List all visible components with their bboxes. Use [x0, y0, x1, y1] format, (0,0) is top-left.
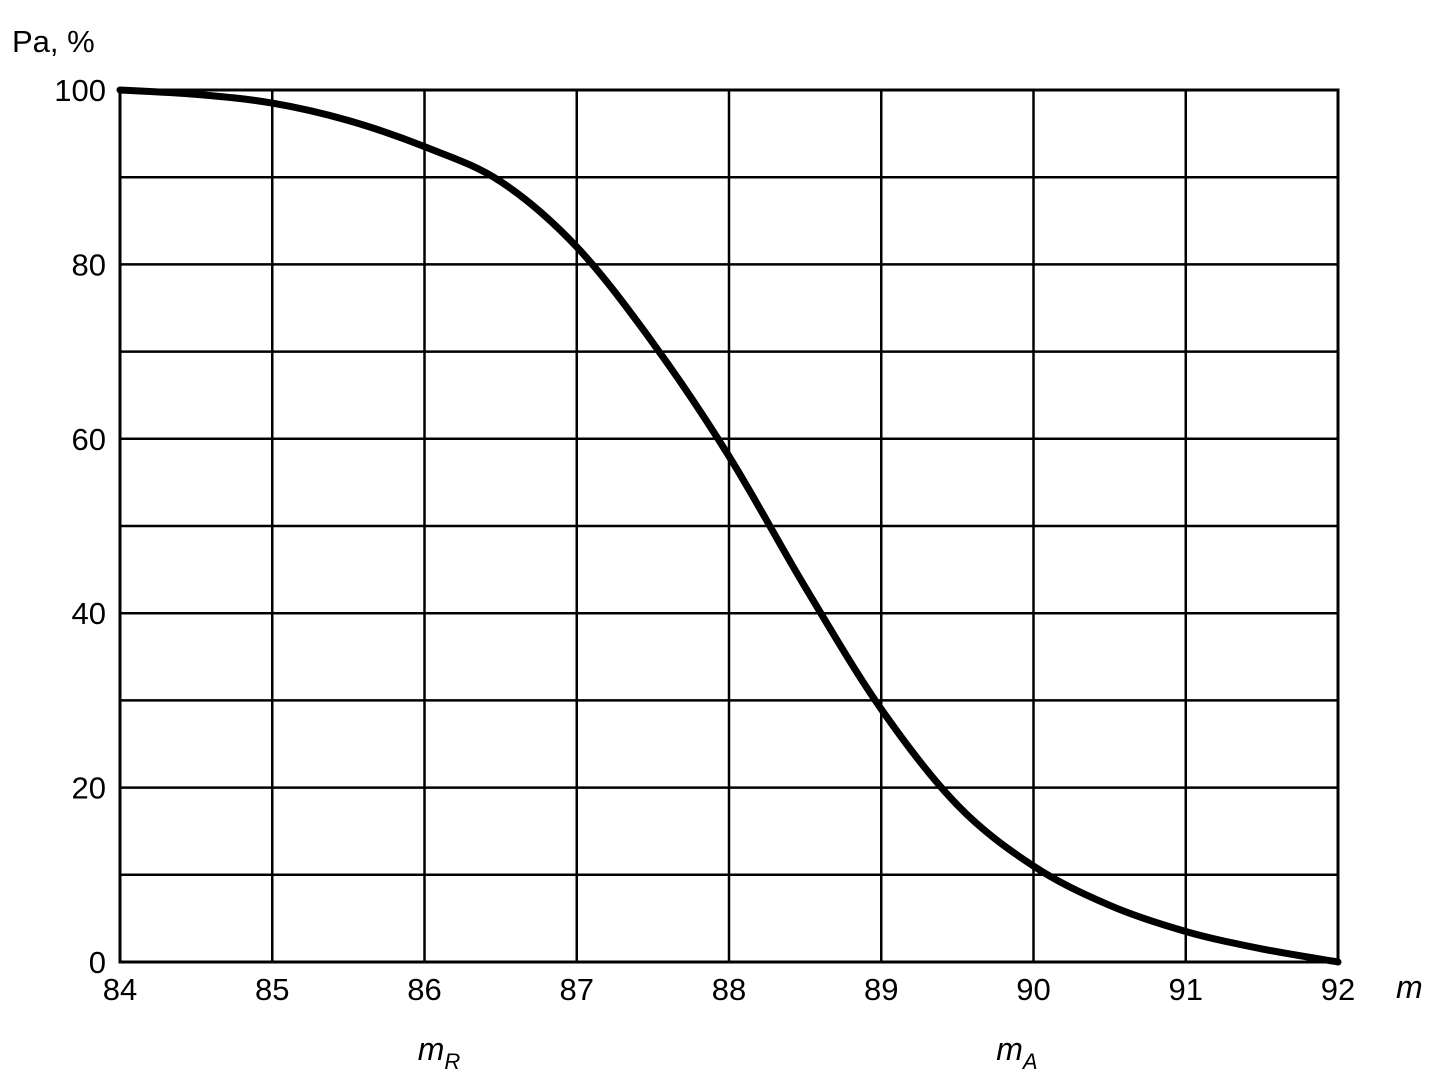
series-line — [116, 86, 1342, 966]
annotation-markers: mR mA — [418, 1031, 1038, 1074]
x-tick-labels: 84 85 86 87 88 89 90 91 92 — [103, 972, 1355, 1007]
y-tick-label: 80 — [72, 247, 106, 282]
x-tick-label: 91 — [1169, 972, 1203, 1007]
annotation-label: mR — [418, 1031, 461, 1074]
y-tick-label: 0 — [89, 945, 106, 980]
annotation-label: mA — [996, 1031, 1037, 1074]
plot-frame — [118, 88, 1340, 964]
x-tick-label: 92 — [1321, 972, 1355, 1007]
x-tick-label: 86 — [407, 972, 441, 1007]
series-group — [116, 86, 1342, 966]
y-tick-label: 20 — [72, 771, 106, 806]
x-axis-label: m — [1396, 969, 1423, 1005]
x-tick-label: 89 — [864, 972, 898, 1007]
grid — [118, 88, 1340, 964]
y-tick-labels: 0 20 40 60 80 100 — [54, 73, 106, 980]
y-axis-label: Pa, % — [12, 24, 95, 59]
y-tick-label: 100 — [54, 73, 106, 108]
x-tick-label: 87 — [560, 972, 594, 1007]
x-tick-label: 90 — [1016, 972, 1050, 1007]
x-tick-label: 84 — [103, 972, 137, 1007]
y-tick-label: 60 — [72, 422, 106, 457]
x-tick-label: 85 — [255, 972, 289, 1007]
x-tick-label: 88 — [712, 972, 746, 1007]
y-tick-label: 40 — [72, 596, 106, 631]
